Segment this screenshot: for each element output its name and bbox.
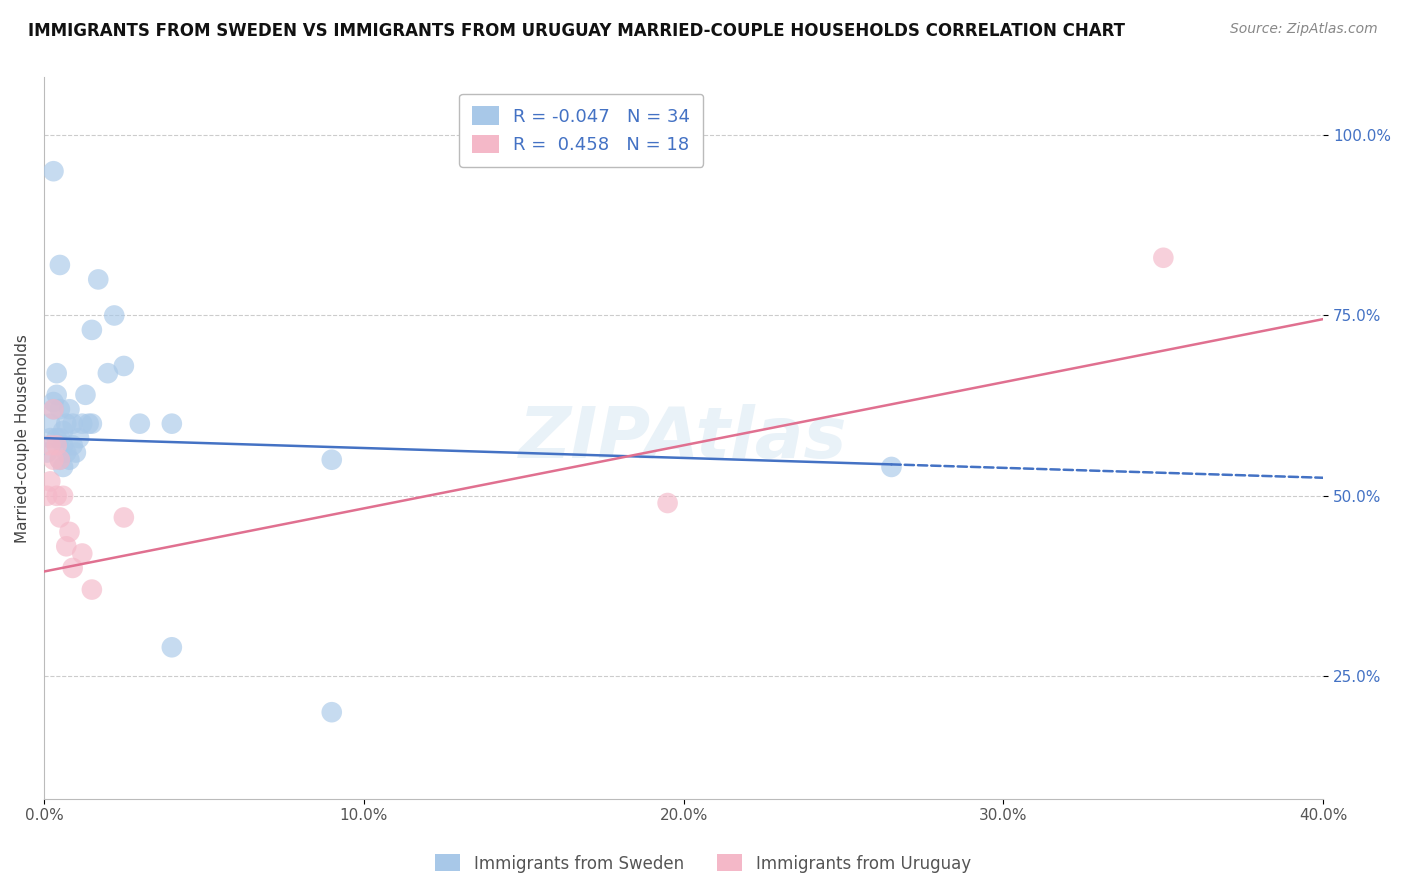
Point [160,417,183,431]
Point [160,640,183,655]
Point [55,539,77,553]
Point [39,438,62,452]
Point [80,417,103,431]
Point [42,395,65,409]
Point [112,359,135,373]
Point [58,524,80,539]
Point [42,452,65,467]
Point [45,438,67,452]
Point [880,459,903,474]
Point [39,475,62,489]
Point [67,431,90,445]
Point [45,366,67,380]
Point [657,496,679,510]
Text: Source: ZipAtlas.com: Source: ZipAtlas.com [1230,22,1378,37]
Point [62,417,84,431]
Point [62,561,84,575]
Y-axis label: Married-couple Households: Married-couple Households [15,334,30,542]
Point [49,452,72,467]
Point [49,258,72,272]
Point [52,489,75,503]
Legend: R = -0.047   N = 34, R =  0.458   N = 18: R = -0.047 N = 34, R = 0.458 N = 18 [460,94,703,167]
Point [52,424,75,438]
Point [72,547,94,561]
Point [58,402,80,417]
Point [128,417,150,431]
Point [72,417,94,431]
Point [49,431,72,445]
Point [87,272,110,286]
Point [45,388,67,402]
Point [55,445,77,459]
Point [62,438,84,452]
Point [52,438,75,452]
Text: ZIPAtlas: ZIPAtlas [519,403,848,473]
Point [112,510,135,524]
Point [75,388,97,402]
Point [42,402,65,417]
Point [321,705,343,719]
Point [80,323,103,337]
Point [321,452,343,467]
Point [49,510,72,524]
Point [77,417,100,431]
Point [55,417,77,431]
Point [35,445,58,459]
Point [52,459,75,474]
Point [45,489,67,503]
Point [65,445,87,459]
Point [39,417,62,431]
Point [103,309,125,323]
Point [49,402,72,417]
Point [80,582,103,597]
Point [1152,251,1174,265]
Legend: Immigrants from Sweden, Immigrants from Uruguay: Immigrants from Sweden, Immigrants from … [429,847,977,880]
Point [42,402,65,417]
Point [49,452,72,467]
Point [42,164,65,178]
Point [35,489,58,503]
Point [45,431,67,445]
Point [97,366,120,380]
Text: IMMIGRANTS FROM SWEDEN VS IMMIGRANTS FROM URUGUAY MARRIED-COUPLE HOUSEHOLDS CORR: IMMIGRANTS FROM SWEDEN VS IMMIGRANTS FRO… [28,22,1125,40]
Point [58,452,80,467]
Point [39,431,62,445]
